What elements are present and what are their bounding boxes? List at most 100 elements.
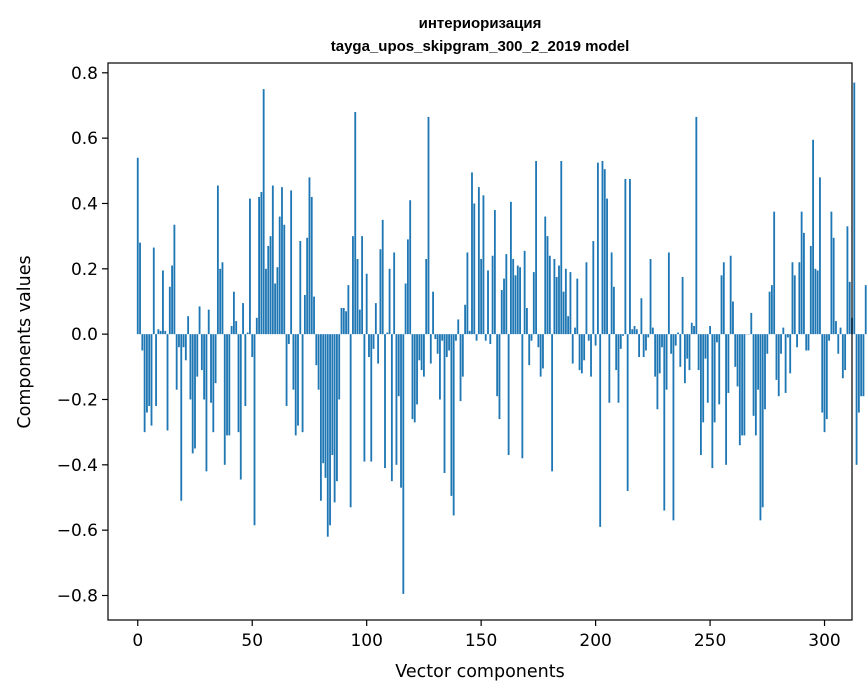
bar-269 [752,334,755,416]
bar-123 [418,334,421,361]
bar-107 [381,219,384,335]
bar-313 [853,82,856,335]
bar-73 [303,294,306,335]
bar-151 [482,195,485,335]
bar-66 [287,334,290,344]
bar-137 [450,334,453,496]
bar-270 [754,334,757,436]
bar-279 [775,334,778,380]
bar-260 [732,301,734,335]
bar-179 [546,236,549,335]
bar-109 [386,332,389,335]
bar-315 [857,334,860,413]
bar-184 [558,265,560,335]
bar-304 [832,237,835,335]
y-tick-label: −0.4 [57,456,98,476]
bar-82 [324,334,327,478]
bar-305 [835,321,837,335]
bar-234 [672,334,675,521]
bar-103 [372,334,375,349]
bar-273 [761,334,764,508]
x-tick-label: 150 [465,631,497,651]
bar-293 [807,334,810,351]
bar-309 [844,334,847,371]
bar-41 [230,325,233,335]
bar-182 [553,259,556,335]
bar-277 [770,285,773,335]
bar-12 [164,330,167,335]
bar-161 [505,254,508,335]
bar-96 [356,259,359,335]
bar-69 [294,334,297,436]
bar-37 [221,262,224,335]
bar-133 [441,334,444,341]
bar-149 [477,187,480,335]
bar-11 [162,270,164,335]
y-tick-label: 0.6 [71,129,98,149]
bar-39 [226,334,228,436]
bar-89 [340,308,343,335]
bar-199 [592,241,595,335]
bar-35 [216,185,219,335]
bar-158 [498,334,501,420]
bar-143 [464,304,467,335]
bar-87 [336,334,338,482]
bar-242 [690,322,693,335]
bar-16 [173,224,176,335]
bar-276 [768,291,771,335]
bar-261 [734,334,737,367]
bar-210 [617,334,620,403]
bar-250 [709,325,711,335]
bar-1 [139,242,141,335]
bar-108 [384,334,386,469]
bar-281 [780,334,782,354]
bar-32 [210,334,212,403]
bar-189 [569,272,572,335]
bar-310 [846,226,849,335]
chart-subtitle: tayga_upos_skipgram_300_2_2019 model [331,38,630,55]
bar-205 [606,198,608,335]
bar-113 [395,334,398,465]
bar-153 [487,270,489,335]
bar-246 [700,334,702,456]
bar-72 [301,334,304,433]
bar-19 [180,334,183,501]
bar-215 [629,178,631,335]
bar-130 [434,334,437,340]
bar-97 [358,309,361,335]
bar-255 [720,275,723,335]
bar-283 [784,334,787,393]
bar-286 [791,262,794,335]
bar-241 [688,334,691,371]
bar-208 [613,286,615,335]
bar-85 [331,334,334,456]
bar-294 [809,245,812,335]
bar-6 [150,334,153,426]
bar-284 [786,334,789,338]
bar-55 [262,89,265,335]
bar-132 [439,334,441,400]
bar-201 [596,162,599,335]
bar-33 [212,334,215,433]
bar-157 [496,334,499,397]
bar-54 [260,192,263,335]
bar-306 [837,334,840,354]
bar-81 [322,334,325,464]
bar-101 [368,334,370,358]
bar-302 [828,334,831,341]
bar-114 [397,334,400,397]
bar-25 [194,334,196,449]
bar-127 [427,116,430,335]
bar-116 [402,334,405,594]
bar-111 [390,334,393,482]
bar-211 [619,334,622,349]
bar-175 [537,334,540,348]
bar-93 [349,334,352,508]
bar-243 [693,325,695,335]
bar-239 [683,334,686,384]
bar-135 [445,334,448,358]
bar-165 [514,275,517,335]
bar-91 [345,311,347,335]
bar-271 [757,334,760,390]
bar-26 [196,334,199,377]
